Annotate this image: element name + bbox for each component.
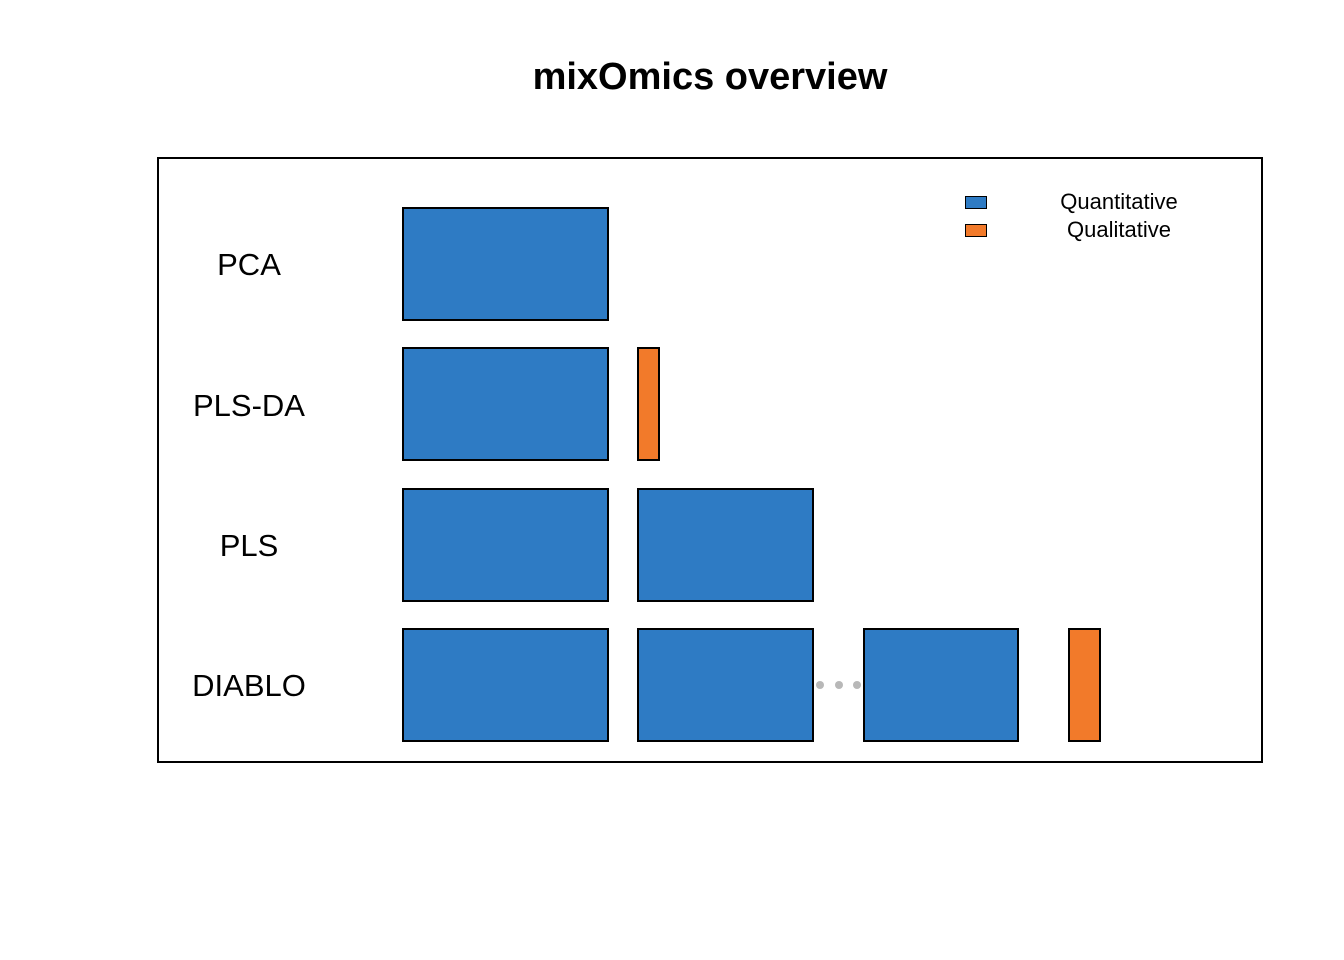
pls-da-block-1 (402, 347, 609, 461)
row-label-diablo: DIABLO (192, 668, 306, 703)
row-label-pls: PLS (219, 528, 279, 563)
pca-block-1 (402, 207, 609, 321)
legend-key-quantitative (965, 196, 987, 209)
diablo-block-1 (402, 628, 609, 742)
legend-label-quantitative: Quantitative (1060, 189, 1178, 214)
row-label-pls-da: PLS-DA (193, 388, 305, 423)
diagram-title: mixOmics overview (532, 56, 888, 98)
pls-da-block-2 (637, 347, 660, 461)
diablo-block-3 (863, 628, 1019, 742)
legend-key-qualitative (965, 224, 987, 237)
diablo-block-2 (637, 628, 814, 742)
pls-block-1 (402, 488, 609, 602)
plot-frame (157, 157, 1263, 763)
ellipsis-dots (816, 677, 861, 693)
ellipsis-dot (834, 681, 843, 689)
diablo-block-4 (1068, 628, 1101, 742)
legend-label-qualitative: Qualitative (1067, 217, 1171, 242)
ellipsis-dot (816, 681, 824, 689)
ellipsis-dot (853, 681, 861, 689)
row-label-pca: PCA (217, 247, 281, 282)
pls-block-2 (637, 488, 814, 602)
